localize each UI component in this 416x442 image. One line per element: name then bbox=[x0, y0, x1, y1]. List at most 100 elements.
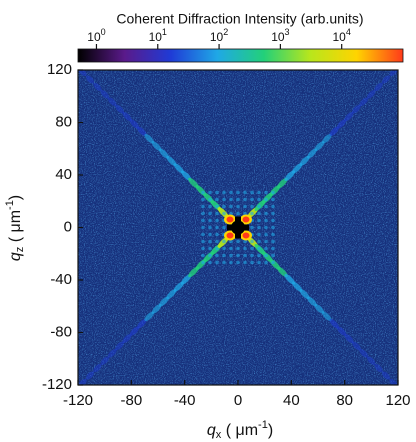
fringe bbox=[85, 371, 95, 380]
tick-exponent: 2 bbox=[223, 27, 228, 37]
fringe bbox=[314, 141, 325, 152]
speckle bbox=[271, 197, 275, 202]
colorbar bbox=[77, 48, 404, 63]
speckle bbox=[215, 225, 219, 230]
speckle bbox=[208, 190, 212, 195]
speckle bbox=[236, 204, 240, 209]
lobe-core bbox=[226, 216, 234, 223]
fringe bbox=[336, 119, 347, 129]
y-unit: ( μm bbox=[7, 210, 24, 247]
speckle bbox=[257, 204, 261, 209]
fringe bbox=[321, 133, 332, 144]
fringe bbox=[93, 363, 102, 373]
speckle bbox=[271, 218, 275, 223]
speckle bbox=[271, 204, 275, 209]
speckle bbox=[257, 246, 261, 251]
speckle bbox=[271, 211, 275, 216]
speckle bbox=[201, 190, 205, 195]
x-close: ) bbox=[268, 422, 273, 439]
speckle bbox=[243, 190, 247, 195]
x-tick-label: 40 bbox=[283, 392, 300, 409]
speckle bbox=[236, 190, 240, 195]
speckle bbox=[215, 190, 219, 195]
speckle bbox=[201, 204, 205, 209]
speckle bbox=[243, 246, 247, 251]
speckle bbox=[229, 190, 233, 195]
speckle bbox=[264, 260, 268, 265]
speckle bbox=[257, 253, 261, 258]
fringe bbox=[307, 148, 317, 159]
y-tick-label: -40 bbox=[50, 271, 72, 288]
fringe bbox=[144, 133, 155, 144]
speckle bbox=[208, 197, 212, 202]
speckle bbox=[222, 225, 226, 230]
fringe bbox=[159, 296, 169, 307]
y-tick-label: 120 bbox=[47, 61, 72, 78]
speckle bbox=[229, 197, 233, 202]
fringe bbox=[129, 119, 140, 129]
colorbar-title: Coherent Diffraction Intensity (arb.unit… bbox=[116, 11, 363, 27]
lobe-core bbox=[226, 232, 234, 239]
fringe bbox=[359, 348, 369, 358]
fringe bbox=[85, 75, 95, 84]
y-tick-label: -80 bbox=[50, 323, 72, 340]
speckle bbox=[201, 246, 205, 251]
speckle bbox=[243, 253, 247, 258]
speckle bbox=[250, 225, 254, 230]
speckle bbox=[208, 239, 212, 244]
speckle bbox=[236, 246, 240, 251]
speckle bbox=[215, 260, 219, 265]
y-symbol: q bbox=[7, 252, 24, 261]
speckle bbox=[236, 197, 240, 202]
x-unit: ( μm bbox=[221, 422, 258, 439]
speckle bbox=[257, 239, 261, 244]
speckle bbox=[215, 239, 219, 244]
tick-exponent: 1 bbox=[162, 27, 167, 37]
x-tick-label: 0 bbox=[234, 392, 242, 409]
speckle bbox=[201, 225, 205, 230]
speckle bbox=[215, 246, 219, 251]
fringe bbox=[366, 90, 376, 99]
beamstop bbox=[231, 220, 245, 235]
colorbar-tick-label: 104 bbox=[333, 27, 351, 44]
fringe bbox=[329, 318, 339, 329]
speckle bbox=[264, 239, 268, 244]
speckle bbox=[243, 260, 247, 265]
y-tick-label: 40 bbox=[55, 166, 72, 183]
fringe bbox=[374, 363, 383, 373]
tick-exponent: 3 bbox=[285, 27, 290, 37]
speckle bbox=[250, 246, 254, 251]
speckle bbox=[264, 253, 268, 258]
speckle bbox=[271, 253, 275, 258]
y-tick-label: 0 bbox=[64, 218, 72, 235]
fringe bbox=[137, 126, 147, 137]
speckle bbox=[222, 204, 226, 209]
speckle bbox=[201, 211, 205, 216]
speckle bbox=[208, 204, 212, 209]
fringe bbox=[336, 326, 347, 336]
fringe bbox=[329, 126, 339, 137]
speckle bbox=[271, 260, 275, 265]
fringe bbox=[351, 104, 361, 114]
speckle bbox=[264, 218, 268, 223]
y-superscript: -1 bbox=[4, 200, 16, 210]
tick-base: 10 bbox=[87, 30, 101, 44]
speckle bbox=[264, 190, 268, 195]
speckle bbox=[229, 253, 233, 258]
diffraction-pattern bbox=[78, 70, 398, 385]
colorbar-tick-label: 102 bbox=[210, 27, 228, 44]
speckle bbox=[215, 204, 219, 209]
speckle bbox=[215, 211, 219, 216]
speckle bbox=[201, 239, 205, 244]
speckle bbox=[229, 211, 233, 216]
fringe bbox=[381, 371, 391, 380]
fringe bbox=[299, 155, 310, 166]
fringe bbox=[344, 333, 354, 344]
speckle bbox=[257, 232, 261, 237]
fringe bbox=[115, 104, 125, 114]
speckle bbox=[229, 239, 233, 244]
speckle bbox=[208, 225, 212, 230]
fringe bbox=[159, 148, 169, 159]
speckle bbox=[243, 197, 247, 202]
